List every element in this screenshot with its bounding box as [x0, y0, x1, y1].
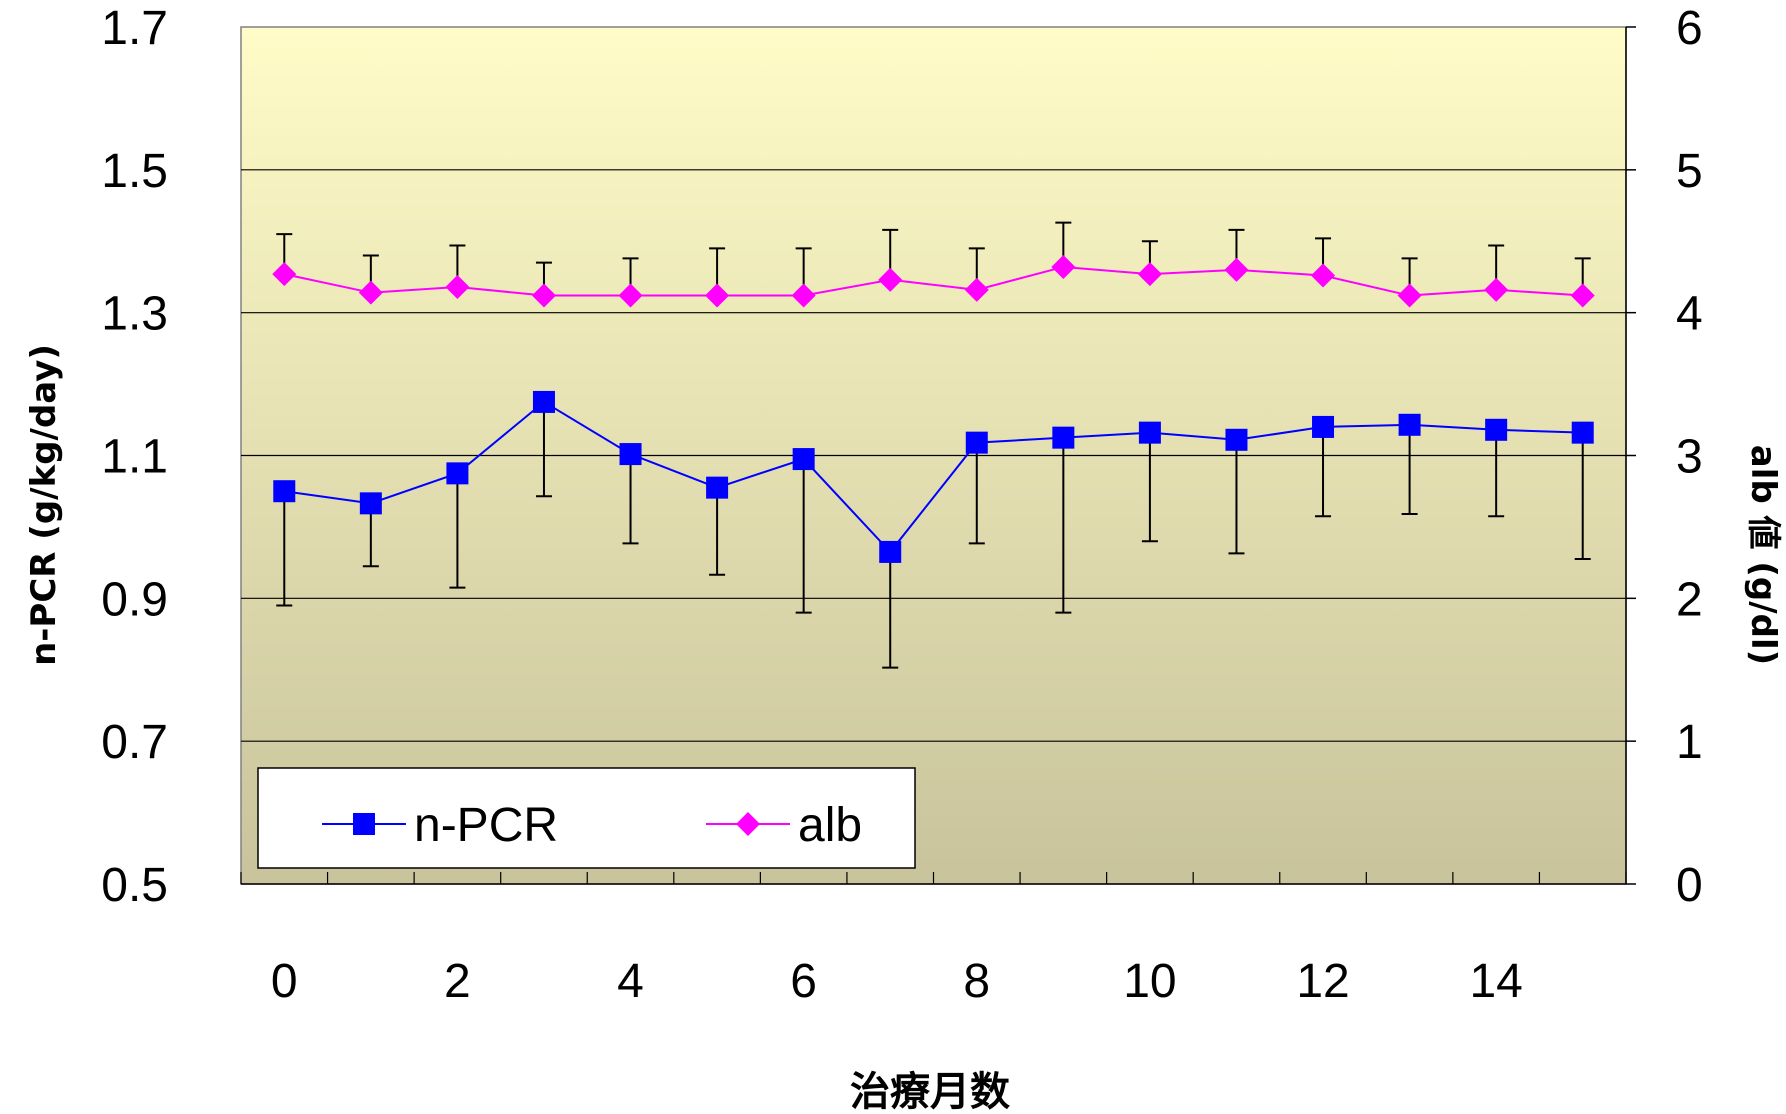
y-left-tick-label: 1.1 [101, 431, 168, 484]
y-right-tick-label: 4 [1676, 288, 1703, 341]
data-point [705, 283, 730, 308]
data-point [272, 262, 297, 287]
x-tick-label: 2 [444, 955, 471, 1008]
legend-label: alb [798, 799, 862, 852]
data-point [1485, 418, 1508, 441]
x-tick-label: 12 [1296, 955, 1349, 1008]
x-tick-label: 4 [617, 955, 644, 1008]
data-point [964, 277, 989, 302]
data-point [1138, 421, 1161, 444]
y-right-tick-label: 5 [1676, 145, 1703, 198]
legend: n-PCR alb [257, 767, 916, 869]
legend-label: n-PCR [414, 799, 558, 852]
y-right-tick-label: 1 [1676, 716, 1703, 769]
data-point [359, 492, 382, 515]
data-point [792, 448, 815, 471]
data-point [358, 280, 383, 305]
x-tick-label: 14 [1469, 955, 1522, 1008]
x-tick-label: 10 [1123, 955, 1176, 1008]
data-point [1312, 415, 1335, 438]
y-left-tick-label: 0.5 [101, 859, 168, 912]
y-right-tick-label: 2 [1676, 573, 1703, 626]
data-point [1571, 421, 1594, 444]
y-left-tick-label: 0.9 [101, 573, 168, 626]
data-marks [272, 221, 1595, 669]
y-right-tick-label: 0 [1676, 859, 1703, 912]
series-line [284, 400, 1583, 554]
data-point [1398, 413, 1421, 436]
data-point [791, 283, 816, 308]
data-point [1397, 283, 1422, 308]
data-point [446, 462, 469, 485]
data-point [1311, 263, 1336, 288]
data-point [1137, 262, 1162, 287]
y-right-tick-label: 6 [1676, 2, 1703, 55]
plot-area [240, 26, 1636, 885]
legend-marker [353, 813, 375, 835]
data-point [445, 274, 470, 299]
data-point [531, 283, 556, 308]
data-point [1052, 426, 1075, 449]
data-point [879, 540, 902, 563]
y-left-tick-label: 0.7 [101, 716, 168, 769]
data-point [1484, 277, 1509, 302]
x-tick-label: 6 [790, 955, 817, 1008]
data-point [619, 443, 642, 466]
data-point [878, 267, 903, 292]
legend-marker [736, 812, 760, 836]
y-right-tick-label: 3 [1676, 431, 1703, 484]
x-axis-title: 治療月数 [850, 1069, 1010, 1114]
x-tick-label: 8 [963, 955, 990, 1008]
y-left-tick-label: 1.3 [101, 288, 168, 341]
data-point [965, 431, 988, 454]
x-tick-label: 0 [271, 955, 298, 1008]
series-line [284, 265, 1583, 297]
y-left-tick-label: 1.7 [101, 2, 168, 55]
data-point [1224, 257, 1249, 282]
data-point [1225, 428, 1248, 451]
y-right-axis-title: alb 値 (g/dl) [1743, 445, 1783, 665]
y-left-tick-label: 1.5 [101, 145, 168, 198]
data-point [706, 476, 729, 499]
data-point [273, 480, 296, 503]
y-left-axis-title: n-PCR (g/kg/day) [24, 344, 64, 666]
data-point [1570, 283, 1595, 308]
data-point [1051, 254, 1076, 279]
data-point [532, 390, 555, 413]
data-point [618, 283, 643, 308]
